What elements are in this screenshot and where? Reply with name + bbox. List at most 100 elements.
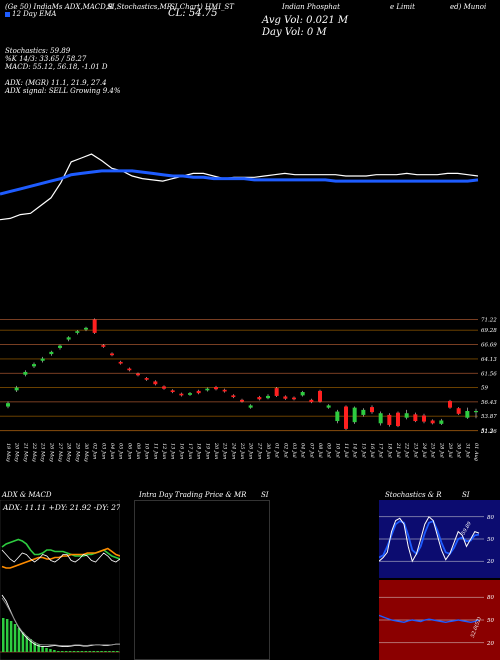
header-seg-3: Indian Phosphat <box>282 3 340 11</box>
x-tick-label: 16 Jun <box>178 443 184 459</box>
macd-hist-bar <box>33 642 36 652</box>
x-tick-label: 26 May <box>48 442 54 462</box>
candle-body <box>413 414 418 422</box>
candle-body <box>283 396 288 399</box>
ema-legend-swatch <box>5 11 10 17</box>
x-tick-label: 22 Jul <box>404 442 410 458</box>
x-tick-label: 18 Jun <box>196 443 202 459</box>
x-tick-label: 16 Jul <box>369 443 375 458</box>
x-tick-label: 15 Jul <box>360 443 366 458</box>
x-tick-label: 02 Jun <box>92 443 98 459</box>
candle-body <box>101 345 106 347</box>
candle-body <box>49 351 54 355</box>
y-tick-label: 53.87 <box>481 414 497 420</box>
adx-panel: ADX: 11.11 +DY: 21.92 -DY: 27.4 <box>0 500 120 660</box>
header-seg-4: e Limit <box>390 3 415 11</box>
macd-hist-bar <box>21 632 25 652</box>
y-tick-label: 56.43 <box>481 400 497 406</box>
candle-body <box>188 393 192 395</box>
candle-body <box>439 420 444 424</box>
x-tick-label: 27 May <box>57 442 63 462</box>
macd-hist-bar <box>68 651 72 652</box>
candle-body <box>118 361 123 364</box>
macd-hist-bar <box>45 648 48 652</box>
avg-volume: Avg Vol: 0.021 M <box>262 15 349 26</box>
y-tick-label: 71.22 <box>481 317 497 323</box>
macd-hist-bar <box>29 639 33 652</box>
intraday-panel <box>134 500 270 660</box>
x-tick-label: 09 Jun <box>135 443 141 459</box>
candle-body <box>40 358 45 361</box>
y-tick-label: 64.13 <box>481 357 497 363</box>
y-tick-label: 59 <box>481 386 488 392</box>
candle-body <box>66 337 71 340</box>
candle-body <box>162 386 166 389</box>
header-seg-0: (Ge 50) IndiaMs ADX,MACD,B <box>5 3 113 11</box>
rsi-tick: 80 <box>487 595 494 601</box>
x-tick-label: 10 Jun <box>144 443 150 459</box>
x-tick-label: 20 Jun <box>213 442 219 459</box>
macd-hist-bar <box>88 651 92 652</box>
x-tick-label: 10 Jul <box>334 443 340 458</box>
candle-body <box>292 397 296 400</box>
x-tick-label: 24 Jun <box>230 442 236 459</box>
macd-hist-bar <box>57 651 60 652</box>
candle-body <box>110 353 114 356</box>
candle-body <box>248 405 253 408</box>
macd-hist-bar <box>116 651 119 652</box>
x-tick-label: 23 May <box>40 442 46 462</box>
x-tick-label: 25 Jun <box>239 442 245 459</box>
x-tick-label: 17 Jul <box>378 443 384 458</box>
macd-hist-bar <box>76 651 80 652</box>
x-tick-label: 19 Jun <box>204 443 210 459</box>
x-tick-label: 03 Jun <box>100 443 106 459</box>
x-tick-label: 13 Jun <box>170 443 176 459</box>
macd-hist-bar <box>2 618 5 652</box>
macd-hist-bar <box>25 636 29 652</box>
adx-readout: ADX: (MGR) 11.1, 21.9, 27.4 <box>5 79 107 87</box>
candle-body <box>378 413 383 424</box>
rsi-tick: 20 <box>486 641 494 647</box>
macd-readout: MACD: 55.12, 56.18, -1.01 D <box>5 63 108 71</box>
stoch-tick: 50 <box>487 537 494 543</box>
candle-body <box>318 390 322 402</box>
x-tick-label: 30 Jun <box>265 443 271 459</box>
adx-text: ADX: 11.11 +DY: 21.92 -DY: 27.4 <box>2 503 120 512</box>
macd-hist-bar <box>100 651 103 652</box>
candle-body <box>465 411 470 418</box>
x-tick-label: 23 Jun <box>222 442 228 459</box>
macd-hist-bar <box>49 649 52 652</box>
y-tick-label: 69.28 <box>481 328 497 334</box>
candle-body <box>240 399 244 402</box>
stoch-tick: 80 <box>487 515 494 521</box>
macd-hist-bar <box>53 650 56 652</box>
macd-hist-bar <box>5 619 9 652</box>
close-label: CL: 54.75 <box>168 8 218 19</box>
stochastics-title: Stochastics & R <box>385 491 442 499</box>
x-tick-label: 02 Jul <box>282 443 288 458</box>
macd-hist-bar <box>17 628 21 652</box>
y-tick-label: 51.26 <box>481 429 497 435</box>
ema-legend-label: 12 Day EMA <box>12 10 57 18</box>
stoch-tick: 20 <box>486 559 494 565</box>
candle-body <box>352 407 357 423</box>
candle-body <box>205 388 210 391</box>
x-tick-label: 18 Jul <box>386 443 392 458</box>
ma-series-price <box>0 153 479 221</box>
x-tick-label: 22 May <box>31 442 37 462</box>
candle-body <box>309 399 314 403</box>
candle-body <box>23 371 28 375</box>
candlestick-chart: 71.22 69.28 66.69 64.13 61.56 59 56.43 53.87 51.… <box>0 317 497 462</box>
stochastics-title-suffix: SI <box>462 491 470 499</box>
y-tick-label: 61.56 <box>481 371 497 377</box>
x-tick-label: 26 Jun <box>248 442 254 459</box>
header-seg-1: SI,Stochastics,MR <box>107 3 173 11</box>
x-tick-label: 25 Jul <box>430 442 436 458</box>
candle-body <box>344 406 348 429</box>
candle-body <box>266 395 270 399</box>
x-tick-label: 11 Jun <box>152 443 158 459</box>
candle-body <box>430 420 435 424</box>
macd-hist-bar <box>80 651 84 652</box>
header-seg-5: ed) Munoi <box>450 3 487 11</box>
candle-body <box>257 397 262 400</box>
